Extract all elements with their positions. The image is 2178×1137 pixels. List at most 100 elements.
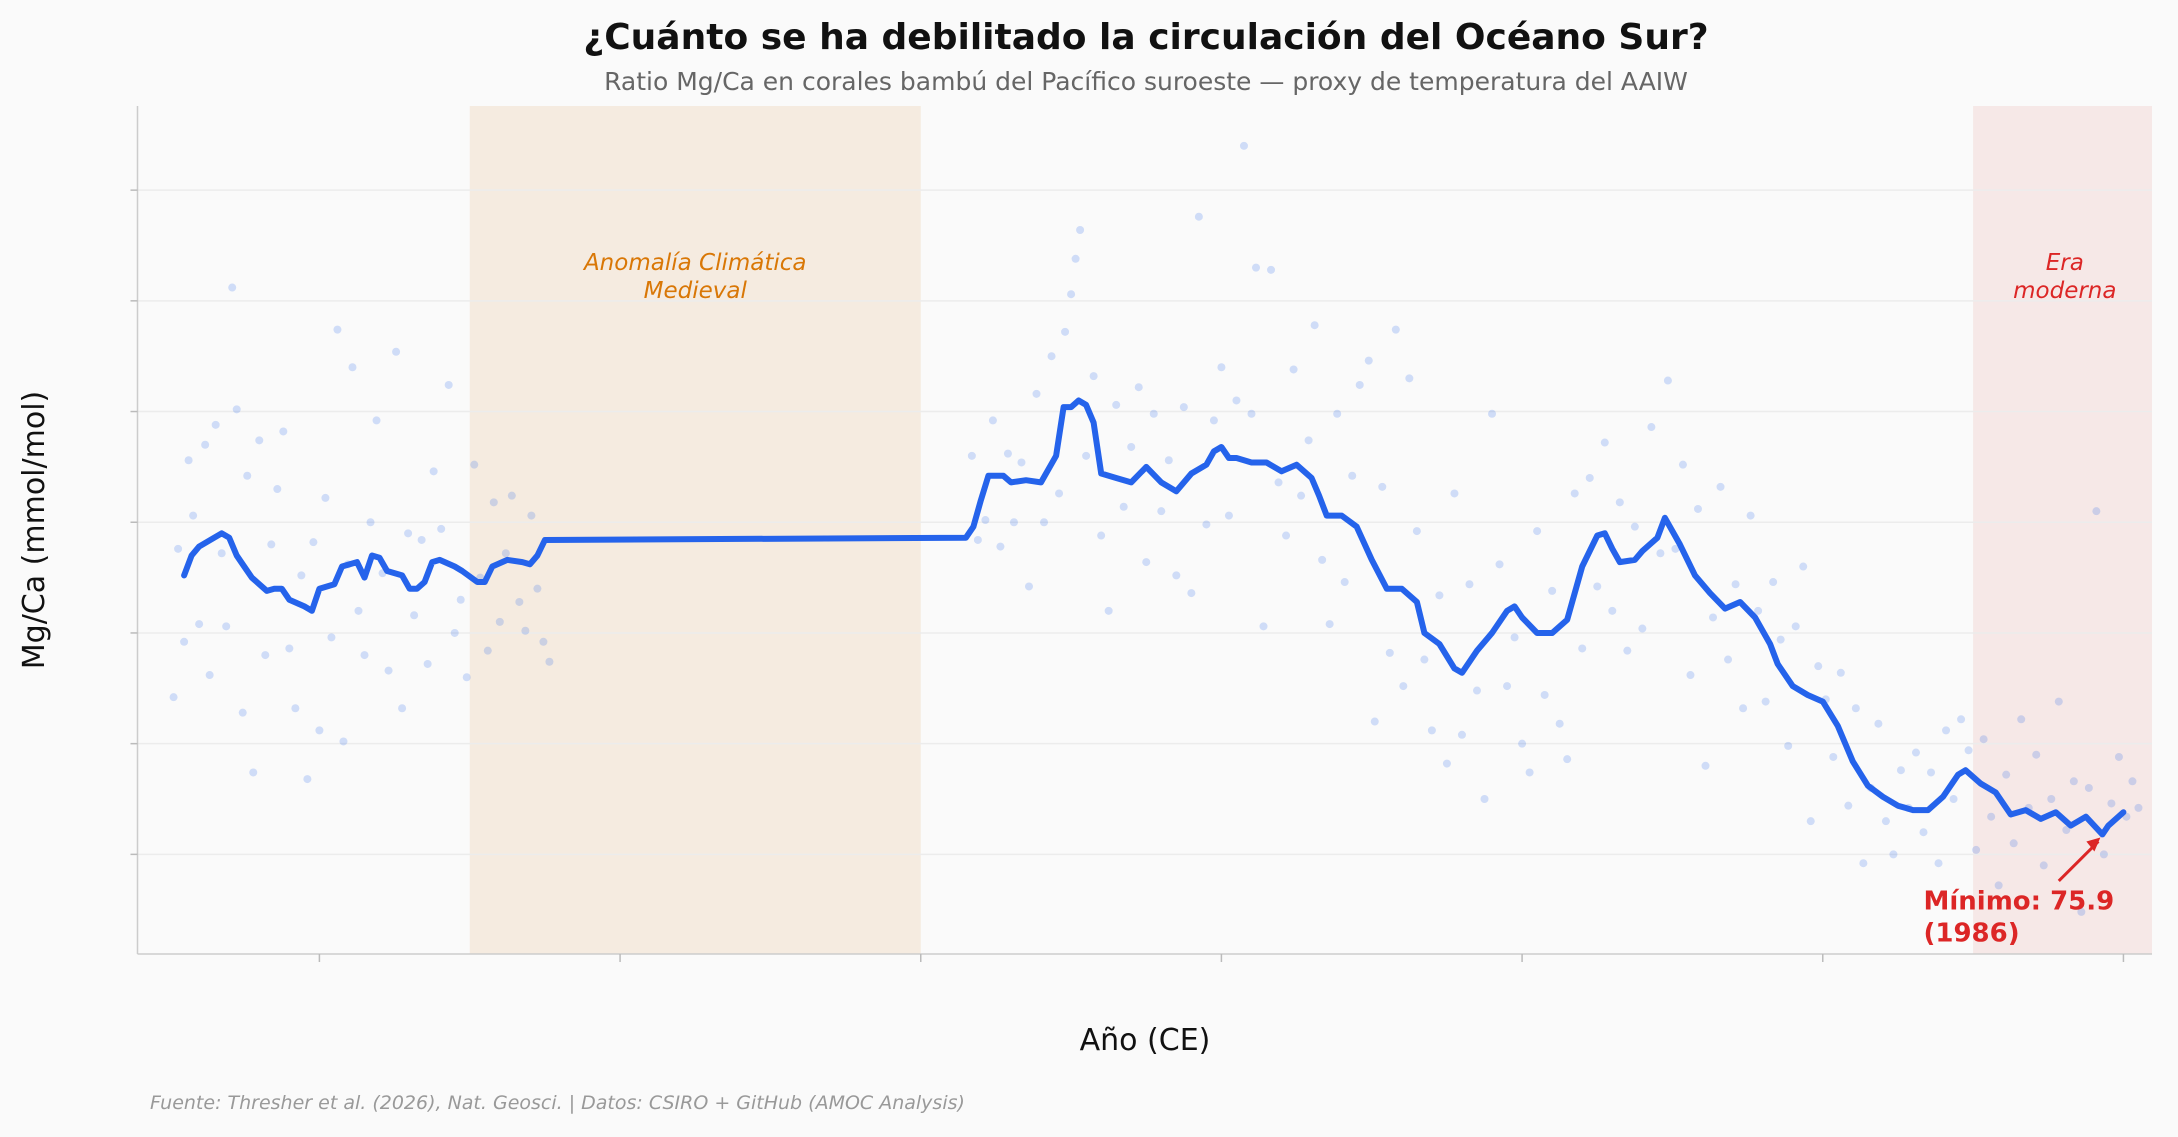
data-point (1442, 759, 1451, 768)
y-ticks (130, 189, 138, 856)
data-point (1378, 482, 1387, 491)
minimum-annotation: Mínimo: 75.9 (1986) (1923, 837, 2114, 949)
data-point (1709, 613, 1718, 622)
data-point (228, 283, 237, 292)
data-point (1600, 438, 1609, 447)
data-point (456, 595, 465, 604)
data-point (360, 651, 369, 660)
data-point (1112, 400, 1121, 409)
data-point (392, 347, 401, 356)
data-point (174, 544, 183, 553)
data-point (1693, 504, 1702, 513)
data-point (339, 737, 348, 746)
data-point (1994, 881, 2003, 890)
data-point (423, 659, 432, 668)
shaded-periods (469, 106, 2152, 954)
data-point (2069, 777, 2078, 786)
data-point (1003, 449, 1012, 458)
medieval-span (469, 106, 921, 954)
data-point (201, 440, 210, 449)
data-point (450, 628, 459, 637)
data-point (1630, 522, 1639, 531)
data-point (2062, 826, 2071, 835)
data-point (1776, 635, 1785, 644)
data-point (1217, 363, 1226, 372)
data-point (1457, 730, 1466, 739)
data-point (1503, 682, 1512, 691)
data-point (1686, 671, 1695, 680)
gridlines (137, 189, 2152, 856)
data-point (489, 498, 498, 507)
data-point (1570, 489, 1579, 498)
data-point (205, 671, 214, 680)
data-point (1282, 531, 1291, 540)
data-point (1142, 558, 1151, 567)
data-point (327, 633, 336, 642)
data-point (1465, 580, 1474, 589)
data-point (462, 673, 471, 682)
data-point (1518, 739, 1527, 748)
data-point (1769, 578, 1778, 587)
data-point (2009, 839, 2018, 848)
data-point (1055, 489, 1064, 498)
data-point (1274, 478, 1283, 487)
data-point (1082, 451, 1091, 460)
data-point (1638, 624, 1647, 633)
data-point (410, 611, 419, 620)
data-point (1510, 633, 1519, 642)
data-point (437, 524, 446, 533)
data-point (1202, 520, 1211, 529)
data-point (255, 436, 264, 445)
data-point (967, 451, 976, 460)
data-point (1209, 416, 1218, 425)
data-point (1017, 458, 1026, 467)
data-point (1533, 527, 1542, 536)
data-point (1348, 471, 1357, 480)
data-point (348, 363, 357, 372)
data-point (1851, 704, 1860, 713)
data-point (1187, 589, 1196, 598)
data-point (2002, 770, 2011, 779)
data-point (1555, 719, 1564, 728)
source-footer: Fuente: Thresher et al. (2026), Nat. Geo… (150, 1092, 965, 1114)
data-point (1097, 531, 1106, 540)
data-point (981, 516, 990, 525)
data-point (1239, 141, 1248, 150)
data-point (273, 485, 282, 494)
medieval-span-label: Anomalía Climática Medieval (582, 250, 807, 304)
data-point (180, 637, 189, 646)
data-point (1987, 812, 1996, 821)
data-point (1047, 352, 1056, 361)
data-point (1791, 622, 1800, 631)
data-point (1157, 507, 1166, 516)
data-point (1896, 766, 1905, 775)
smoothed-line (181, 397, 2127, 838)
data-point (2047, 795, 2056, 804)
data-point (315, 726, 324, 735)
data-point (1104, 606, 1113, 615)
data-point (354, 606, 363, 615)
x-ticks (318, 954, 2125, 962)
data-point (1318, 555, 1327, 564)
data-point (217, 549, 226, 558)
data-point (1040, 518, 1049, 527)
data-point (1623, 646, 1632, 655)
data-point (222, 622, 231, 631)
data-point (527, 511, 536, 520)
data-point (321, 493, 330, 502)
data-point (189, 511, 198, 520)
data-point (1754, 606, 1763, 615)
data-point (1304, 436, 1313, 445)
data-point (2077, 907, 2086, 916)
data-point (1251, 263, 1260, 272)
data-point (1563, 755, 1572, 764)
data-point (309, 538, 318, 547)
data-point (1578, 644, 1587, 653)
data-point (2054, 697, 2063, 706)
data-point (1247, 409, 1256, 418)
data-point (398, 704, 407, 713)
data-point (1009, 518, 1018, 527)
scatter-points (169, 141, 2143, 916)
data-point (243, 471, 252, 480)
data-point (1761, 697, 1770, 706)
